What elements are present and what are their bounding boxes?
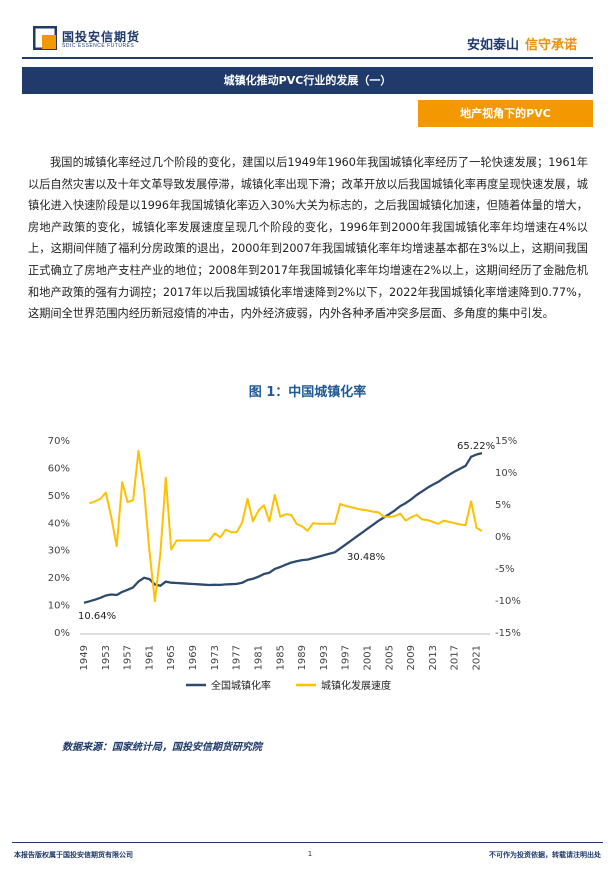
slogan-part-b: 信守承诺 [524,38,577,53]
company-name-en: SDIC ESSENCE FUTURES [62,43,135,49]
x-axis-tick-label: 1961 [144,645,155,670]
right-axis-tick-label: -10% [495,596,521,607]
x-axis-tick-label: 2017 [450,645,461,670]
right-axis-tick-label: -15% [495,628,521,639]
x-axis-tick-label: 2009 [406,645,417,670]
company-logo-icon [33,26,57,50]
right-axis-tick-label: -5% [495,564,514,575]
page-header: 国投安信期货 SDIC ESSENCE FUTURES 安如泰山 信守承诺 [0,0,615,60]
left-axis-tick-label: 10% [48,601,70,612]
x-axis-tick-label: 1949 [79,645,90,670]
x-axis-tick-label: 1965 [166,645,177,670]
x-axis-tick-label: 2005 [384,645,395,670]
urbanization-chart: 0% 10% 20% 30% 40% 50% 60% 70% -15% -10% -5% 0% 5% 1… [48,436,521,692]
x-axis-tick-label: 1993 [319,645,330,670]
right-axis-tick-label: 15% [495,436,517,447]
footer-copyright: 本报告版权属于国投安信期货有限公司 [14,851,133,859]
header-divider [22,57,593,59]
slogan: 安如泰山 信守承诺 [467,34,577,53]
left-axis-tick-label: 30% [48,546,70,557]
sub-section-banner: 地产视角下的PVC [418,100,593,127]
company-name-cn: 国投安信期货 [62,30,141,44]
x-axis-tick-label: 2013 [428,645,439,670]
left-axis-tick-label: 20% [48,573,70,584]
x-axis-tick-label: 1953 [101,645,112,670]
legend: 全国城镇化率 城镇化发展速度 [186,679,391,692]
x-axis-tick-label: 1985 [275,645,286,670]
right-axis-tick-label: 0% [495,532,511,543]
annotation-mid: 30.48% [347,552,385,563]
right-axis-tick-label: 10% [495,468,517,479]
left-axis-ticks: 0% 10% 20% 30% 40% 50% 60% 70% [48,436,70,639]
annotation-end: 65.22% [457,441,495,452]
legend-label-speed: 城镇化发展速度 [321,679,391,692]
left-axis-tick-label: 0% [54,628,70,639]
page-number: 1 [307,850,313,858]
right-axis-tick-label: 5% [495,500,511,511]
x-axis-tick-label: 1989 [297,645,308,670]
x-axis-tick-label: 1977 [232,645,243,670]
x-axis-ticks: 1949 1953 1957 1961 1965 1969 1973 1977 1981 1985… [79,645,483,670]
annotation-start: 10.64% [78,611,116,622]
body-paragraph: 我国的城镇化率经过几个阶段的变化，建国以后1949年1960年我国城镇化率经历了… [28,156,588,321]
footer-divider [12,842,603,843]
series-line-urbanization-speed [89,449,483,603]
figure-title: 图 1：中国城镇化率 [248,385,367,400]
slogan-part-a: 安如泰山 [466,38,519,53]
x-axis-tick-label: 1997 [341,645,352,670]
x-axis-tick-label: 2001 [363,645,374,670]
x-axis-tick-label: 1957 [123,645,134,670]
data-source: 数据来源：国家统计局，国投安信期货研究院 [62,742,262,753]
left-axis-tick-label: 60% [48,463,70,474]
series-line-urbanization-rate [83,451,483,604]
x-axis-tick-label: 1969 [188,645,199,670]
left-axis-tick-label: 40% [48,518,70,529]
right-axis-ticks: -15% -10% -5% 0% 5% 10% 15% [495,436,521,639]
x-axis-tick-label: 2021 [472,645,483,670]
x-axis-tick-label: 1973 [210,645,221,670]
footer-disclaimer: 不可作为投资依据，转载请注明出处 [489,851,601,859]
legend-label-rate: 全国城镇化率 [211,679,271,692]
left-axis-tick-label: 70% [48,436,70,447]
x-axis-tick-label: 1981 [253,645,264,670]
left-axis-tick-label: 50% [48,491,70,502]
section-banner: 城镇化推动PVC行业的发展（一） [22,67,593,94]
